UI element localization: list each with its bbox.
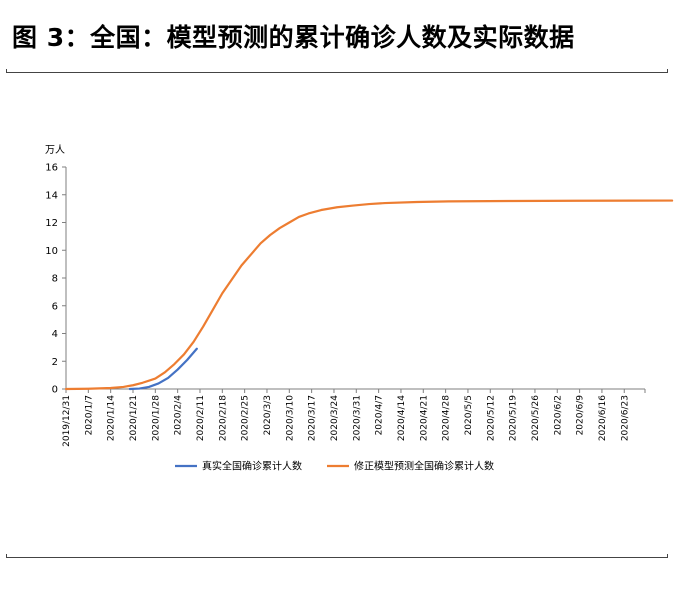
y-axis-label: 万人 <box>45 144 65 156</box>
y-tick-label: 8 <box>52 274 58 285</box>
x-tick-label: 2020/5/19 <box>509 395 519 441</box>
x-tick-label: 2020/3/31 <box>352 395 362 441</box>
series-line-1 <box>128 347 198 391</box>
x-tick-label: 2019/12/31 <box>62 395 72 447</box>
series-line-2 <box>64 199 674 391</box>
x-tick-label: 2020/3/3 <box>263 395 273 435</box>
x-tick-label: 2020/1/21 <box>129 395 139 441</box>
x-tick-label: 2020/6/23 <box>620 395 630 441</box>
y-tick-label: 0 <box>52 385 58 396</box>
x-tick-label: 2020/3/24 <box>330 395 340 441</box>
x-tick-label: 2020/4/14 <box>397 395 407 441</box>
x-tick-label: 2020/1/28 <box>151 395 161 441</box>
x-tick-label: 2020/2/18 <box>218 395 228 441</box>
x-tick-label: 2020/2/11 <box>196 395 206 441</box>
x-tick-label: 2020/5/5 <box>464 395 474 435</box>
divider-end-mark <box>6 69 7 72</box>
header-divider <box>6 72 668 73</box>
x-tick-label: 2020/4/28 <box>442 395 452 441</box>
footer-divider <box>6 557 668 558</box>
x-tick-label: 2020/3/10 <box>285 395 295 441</box>
x-tick-label: 2020/1/14 <box>107 395 117 441</box>
x-tick-label: 2020/6/2 <box>553 395 563 435</box>
legend-label-1: 真实全国确诊累计人数 <box>202 460 302 473</box>
y-tick-label: 2 <box>52 357 58 368</box>
x-tick-label: 2020/2/4 <box>174 395 184 436</box>
page-title: 图 3：全国：模型预测的累计确诊人数及实际数据 <box>12 23 575 52</box>
y-tick-label: 12 <box>45 218 58 229</box>
x-tick-label: 2020/5/12 <box>486 395 496 441</box>
y-tick-label: 10 <box>45 246 58 257</box>
y-tick-label: 14 <box>45 190 58 201</box>
divider-end-mark <box>667 554 668 557</box>
x-tick-label: 2020/3/17 <box>308 395 318 441</box>
legend-label-2: 修正模型预测全国确诊累计人数 <box>354 460 494 473</box>
x-tick-label: 2020/6/16 <box>598 395 608 441</box>
x-tick-label: 2020/2/25 <box>241 395 251 441</box>
divider-end-mark <box>6 554 7 557</box>
x-tick-label: 2020/1/7 <box>84 395 94 435</box>
x-tick-label: 2020/6/9 <box>576 395 586 436</box>
y-tick-label: 4 <box>52 329 58 340</box>
x-tick-label: 2020/5/26 <box>531 395 541 441</box>
y-tick-label: 16 <box>45 163 58 174</box>
x-tick-label: 2020/4/21 <box>419 395 429 441</box>
y-tick-label: 6 <box>52 301 58 312</box>
divider-end-mark <box>667 69 668 72</box>
x-tick-label: 2020/4/7 <box>375 395 385 435</box>
